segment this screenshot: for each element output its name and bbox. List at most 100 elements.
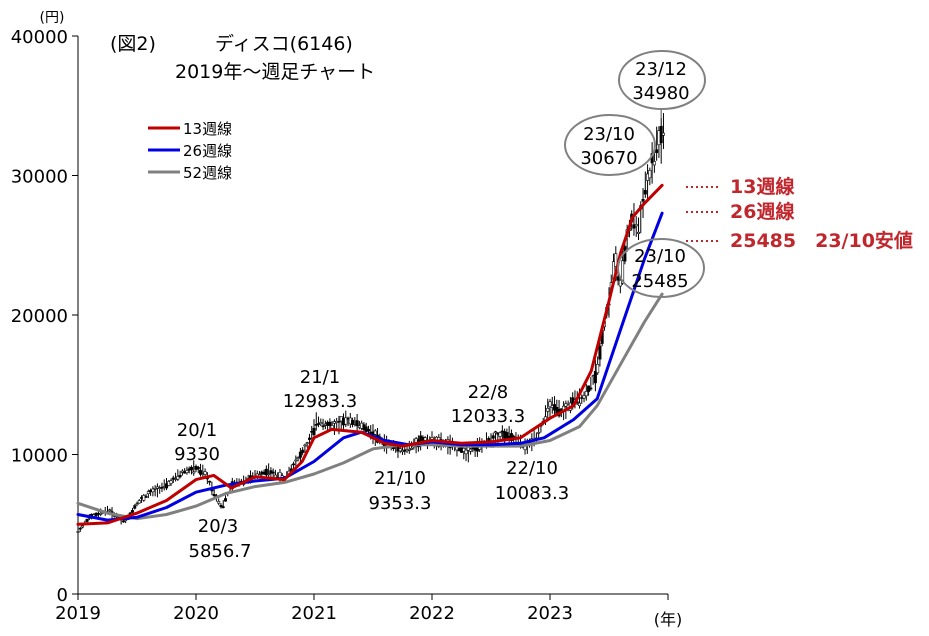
annotation-date: 23/10: [634, 246, 686, 267]
annotation-date: 23/12: [635, 59, 687, 80]
price-candle: [142, 495, 146, 501]
price-candle: [589, 387, 593, 390]
price-candle: [596, 363, 600, 374]
price-candle: [292, 463, 296, 466]
price-candle: [133, 505, 137, 509]
price-candle: [144, 496, 148, 498]
chart-title: ディスコ(6146): [215, 33, 353, 55]
price-candle: [505, 432, 509, 439]
chart-subtitle: 2019年～週足チャート: [175, 61, 375, 83]
price-candle: [598, 345, 602, 360]
price-candle: [593, 370, 597, 384]
annotation-value: 10083.3: [495, 483, 569, 504]
price-candle: [169, 480, 173, 484]
price-candle: [546, 407, 550, 412]
price-candle: [135, 503, 139, 506]
annotation-circle: [618, 50, 706, 110]
x-tick-label: 2019: [55, 603, 101, 624]
price-candle: [151, 488, 155, 493]
price-candle: [192, 471, 196, 474]
x-tick-label: 2021: [291, 603, 337, 624]
annotation-value: 34980: [632, 83, 689, 104]
price-candle: [494, 431, 498, 434]
annotation-circle: [564, 114, 656, 176]
x-tick-label: 2023: [527, 603, 573, 624]
price-candle: [108, 509, 112, 512]
price-candle: [153, 488, 157, 490]
price-candle: [303, 444, 307, 447]
price-candle: [407, 448, 411, 451]
x-axis-unit-label: (年): [654, 610, 683, 629]
annotation-value: 25485: [631, 271, 688, 292]
annotation-date: 21/1: [300, 367, 340, 388]
price-candle: [189, 466, 193, 471]
price-candle: [464, 449, 468, 455]
price-candle: [648, 169, 652, 179]
price-candle: [328, 421, 332, 426]
price-candle: [582, 395, 586, 399]
annotation-value: 12983.3: [283, 391, 357, 412]
price-candle: [78, 527, 82, 530]
price-candle: [199, 470, 203, 475]
price-candle: [81, 525, 85, 528]
price-candle: [321, 425, 325, 428]
price-candle: [165, 483, 169, 489]
y-tick-label: 20000: [11, 306, 68, 327]
price-candle: [305, 442, 309, 444]
annotation-date: 22/8: [468, 382, 508, 403]
annotation-date: 20/1: [177, 420, 217, 441]
price-candle: [219, 505, 223, 508]
x-axis: (年) 2019 2020 2021 2022 2023: [55, 593, 683, 629]
price-candle: [621, 260, 625, 284]
annotation-value: 12033.3: [451, 406, 525, 427]
price-candle: [76, 531, 80, 533]
price-candle: [634, 224, 638, 227]
price-candle: [267, 473, 271, 476]
price-candle: [307, 437, 311, 440]
price-candle: [146, 491, 150, 494]
price-candle: [312, 427, 316, 436]
price-candle: [301, 449, 305, 453]
price-candle: [398, 448, 402, 452]
price-candle: [224, 498, 228, 502]
price-candle: [298, 451, 302, 458]
price-candle: [351, 419, 355, 425]
price-candle: [314, 424, 318, 426]
price-candle: [636, 231, 640, 234]
price-candle: [208, 480, 212, 483]
annotation-value: 9353.3: [369, 493, 432, 514]
price-candle: [264, 468, 268, 476]
price-candle: [366, 428, 370, 432]
price-candle: [498, 432, 502, 437]
price-candle: [221, 506, 225, 508]
price-candle: [537, 432, 541, 434]
side-note-13: 13週線: [730, 175, 794, 198]
price-candle: [196, 467, 200, 470]
price-candle: [217, 501, 221, 504]
annotation-value: 30670: [580, 148, 637, 169]
x-tick-label: 2022: [409, 603, 455, 624]
annotation-value: 5856.7: [189, 541, 252, 562]
price-candle: [121, 520, 125, 523]
legend-label-52: 52週線: [183, 164, 232, 182]
legend: 13週線 26週線 52週線: [148, 120, 232, 182]
series-line: [76, 211, 664, 522]
y-axis: (円) 0 10000 20000 30000 40000: [11, 10, 79, 606]
price-candle: [469, 448, 473, 452]
y-tick-label: 10000: [11, 446, 68, 467]
price-candle: [337, 420, 341, 423]
price-candle: [203, 471, 207, 475]
annotation-date: 23/10: [583, 124, 635, 145]
side-notes: 13週線 26週線 25485 23/10安値: [686, 175, 913, 252]
annotation-date: 21/10: [374, 468, 426, 489]
price-candle: [212, 493, 216, 497]
price-candle: [373, 430, 377, 435]
side-note-low: 25485 23/10安値: [730, 229, 913, 252]
price-candle: [178, 475, 182, 478]
price-candle: [137, 500, 141, 504]
price-candle: [661, 132, 665, 136]
price-candle: [491, 435, 495, 439]
price-candle: [176, 476, 180, 480]
price-candle: [655, 149, 659, 153]
